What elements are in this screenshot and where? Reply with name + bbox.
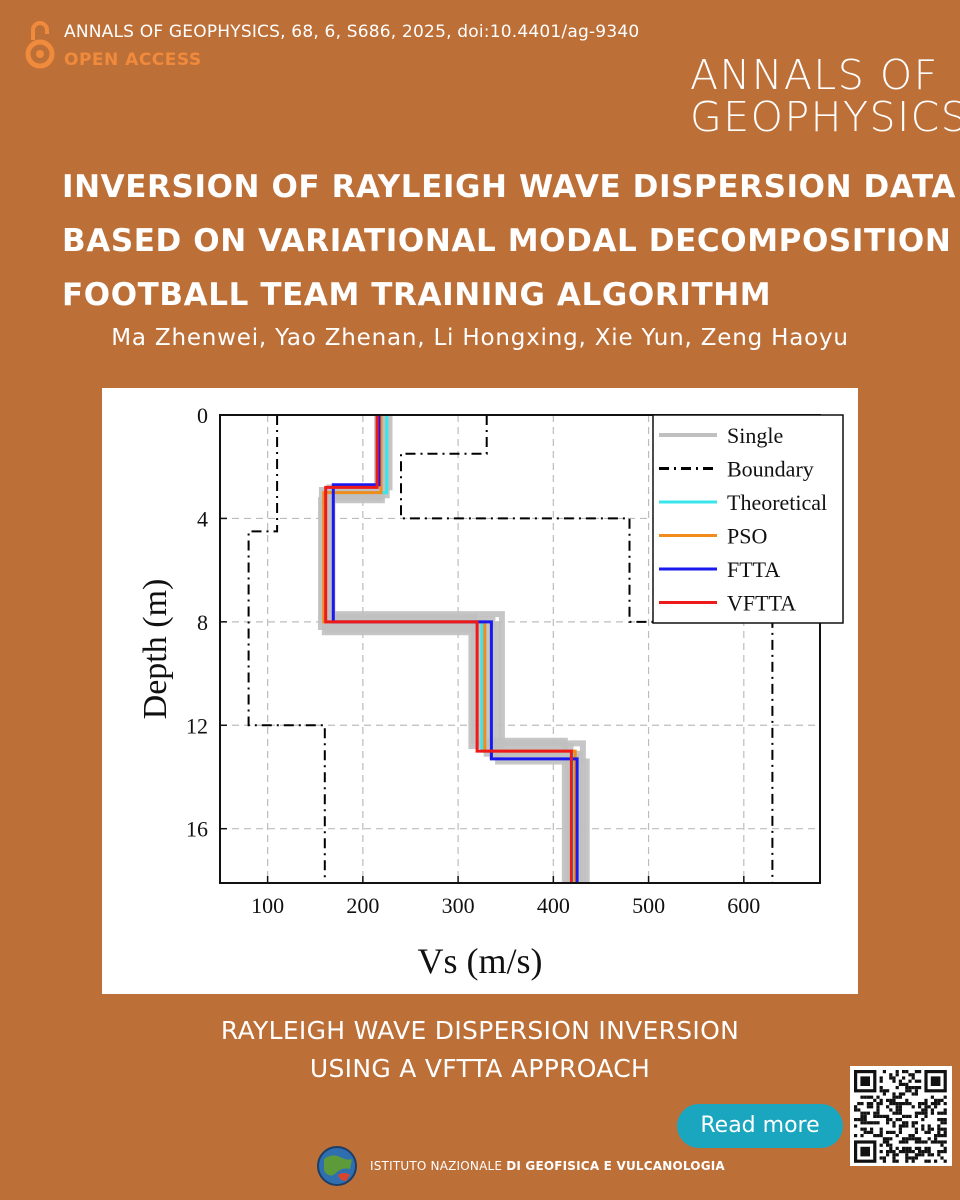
open-access-icon bbox=[25, 21, 55, 69]
legend-label-pso: PSO bbox=[727, 524, 767, 549]
series-line-single bbox=[318, 415, 586, 883]
figure-subtitle: RAYLEIGH WAVE DISPERSION INVERSION USING… bbox=[0, 1012, 960, 1088]
legend-box bbox=[652, 414, 844, 624]
subtitle-line1: RAYLEIGH WAVE DISPERSION INVERSION bbox=[220, 1016, 740, 1045]
subtitle-line2: USING A VFTTA APPROACH bbox=[309, 1054, 651, 1083]
series-line-boundary bbox=[247, 415, 326, 883]
y-tick-label: 0 bbox=[197, 403, 208, 428]
vs-depth-chart: 100 200 300 400 500 600 0 4 8 12 16 Vs (m/s) Depth (… bbox=[137, 403, 844, 981]
journal-logo-line1: ANNALS OF bbox=[690, 51, 939, 99]
open-access-label: OPEN ACCESS bbox=[64, 50, 202, 70]
x-tick-label: 500 bbox=[632, 893, 665, 918]
y-tick-label: 12 bbox=[186, 713, 208, 738]
x-tick-label: 300 bbox=[442, 893, 475, 918]
institute-prefix: ISTITUTO NAZIONALE bbox=[370, 1159, 507, 1173]
globe-icon bbox=[317, 1146, 357, 1186]
citation-text: ANNALS OF GEOPHYSICS, 68, 6, S686, 2025,… bbox=[64, 22, 640, 42]
legend-label-ftta: FTTA bbox=[727, 557, 780, 582]
y-tick-label: 16 bbox=[186, 817, 208, 842]
y-tick-label: 4 bbox=[197, 506, 208, 531]
journal-logo-line2: GEOPHYSICS bbox=[690, 93, 960, 141]
x-tick-label: 200 bbox=[346, 893, 379, 918]
series-line-ftta bbox=[331, 415, 579, 883]
legend-label-single: Single bbox=[727, 423, 783, 448]
x-tick-label: 400 bbox=[537, 893, 570, 918]
plot-frame bbox=[219, 414, 821, 884]
chart-figure: 100 200 300 400 500 600 0 4 8 12 16 Vs (m/s) Depth (… bbox=[102, 388, 858, 994]
legend-label-theoretical: Theoretical bbox=[727, 490, 827, 515]
y-tick-label: 8 bbox=[197, 610, 208, 635]
article-title: INVERSION OF RAYLEIGH WAVE DISPERSION DA… bbox=[62, 160, 956, 322]
x-tick-label: 600 bbox=[727, 893, 760, 918]
title-line2: BASED ON VARIATIONAL MODAL DECOMPOSITION bbox=[62, 223, 952, 259]
institute-name: ISTITUTO NAZIONALE DI GEOFISICA E VULCAN… bbox=[370, 1159, 725, 1173]
institute-suffix: DI GEOFISICA E VULCANOLOGIA bbox=[506, 1159, 725, 1173]
title-line3: FOOTBALL TEAM TRAINING ALGORITHM bbox=[62, 277, 772, 313]
title-line1: INVERSION OF RAYLEIGH WAVE DISPERSION DA… bbox=[62, 169, 956, 205]
x-tick-label: 100 bbox=[251, 893, 284, 918]
legend-label-boundary: Boundary bbox=[727, 457, 814, 482]
legend-label-vftta: VFTTA bbox=[727, 591, 796, 616]
y-axis-label: Depth (m) bbox=[137, 579, 174, 720]
x-axis-label: Vs (m/s) bbox=[418, 941, 543, 981]
series-line-vftta bbox=[324, 415, 573, 883]
journal-logo[interactable]: ANNALS OF GEOPHYSICS bbox=[690, 51, 960, 141]
read-more-button[interactable]: Read more bbox=[677, 1104, 843, 1148]
qr-code[interactable] bbox=[850, 1066, 952, 1166]
article-authors: Ma Zhenwei, Yao Zhenan, Li Hongxing, Xie… bbox=[111, 325, 849, 351]
